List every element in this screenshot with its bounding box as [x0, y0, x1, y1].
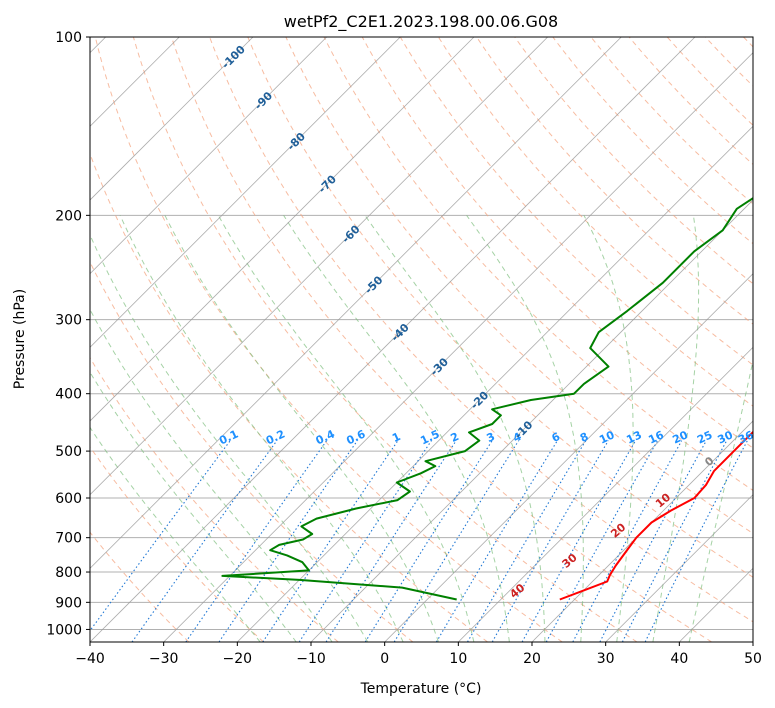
mixing-ratio-line [393, 440, 520, 642]
isotherm [90, 37, 548, 496]
mixing-ratio-line [325, 440, 457, 642]
y-tick-label: 1000 [46, 622, 82, 638]
x-tick-label: 0 [380, 651, 389, 667]
isotherm [605, 494, 753, 642]
dry-adiabat [90, 531, 190, 642]
mixing-ratio-line [521, 440, 637, 642]
isotherm [237, 125, 753, 642]
mixing-ratio-line [364, 440, 493, 642]
dry-adiabat [90, 152, 488, 642]
moist-adiabat [466, 215, 584, 642]
mixing-ratio-label: 25 [695, 428, 714, 446]
y-tick-label: 700 [55, 531, 82, 547]
plot-area: 0.1 0.2 0.4 0.6 1 1.5 2 3 4 6 8 10 13 16 20 25 30 36-100-… [90, 37, 756, 642]
dewpoint-line [221, 197, 753, 601]
plot-frame [89, 36, 754, 643]
moist-adiabat [90, 308, 333, 642]
moist-adiabat [119, 215, 404, 642]
x-tick-label: −10 [296, 651, 326, 667]
y-axis-label: Pressure (hPa) [12, 289, 28, 389]
moist-adiabat [583, 215, 634, 642]
mixing-ratio-line [644, 440, 748, 642]
x-tick-label: 20 [523, 651, 541, 667]
dry-adiabat [132, 37, 638, 642]
dry-adiabat [399, 37, 753, 407]
mixing-ratio-line [491, 440, 609, 642]
x-axis-ticks: −40 −30 −20 −10 0 10 20 30 40 50 [75, 642, 762, 667]
dry-adiabat [247, 37, 753, 578]
y-tick-label: 300 [55, 313, 82, 329]
isotherm [90, 37, 401, 348]
x-tick-label: −20 [223, 651, 253, 667]
moist-adiabats [90, 215, 753, 642]
isotherm [90, 37, 696, 642]
mixing-ratio-label: 13 [624, 428, 643, 446]
moist-adiabat [283, 215, 510, 642]
dry-adiabat [514, 37, 753, 285]
mixing-ratio-line [572, 440, 683, 642]
dry-adiabat [171, 37, 712, 642]
chart-title: wetPf2_C2E1.2023.198.00.06.G08 [284, 12, 558, 32]
y-tick-label: 500 [55, 444, 82, 460]
mixing-ratio-label: 16 [646, 428, 666, 446]
mixing-ratio-label: 30 [716, 428, 736, 446]
moist-adiabat [688, 358, 753, 642]
mixing-ratio-line [90, 440, 231, 632]
y-tick-label: 900 [55, 595, 82, 611]
dry-adiabats [90, 37, 753, 642]
y-tick-label: 200 [55, 208, 82, 224]
mixing-ratio-line [545, 440, 659, 642]
x-tick-label: 50 [744, 651, 762, 667]
moist-adiabat [90, 371, 297, 642]
mixing-ratio-line [467, 440, 587, 642]
temperature-line [559, 430, 753, 601]
dry-adiabat [90, 446, 264, 642]
x-tick-label: −40 [75, 651, 105, 667]
moist-adiabat [90, 426, 261, 642]
dry-adiabat [90, 356, 339, 642]
y-tick-label: 800 [55, 565, 82, 581]
mixing-ratio-line [185, 440, 328, 642]
y-axis-ticks: 100 200 300 400 500 600 700 800 900 1000 [46, 30, 90, 638]
x-tick-label: 40 [670, 651, 688, 667]
mixing-ratio-lines [90, 440, 748, 642]
mixing-ratio-label: 10 [597, 428, 617, 446]
y-tick-label: 400 [55, 387, 82, 403]
mixing-ratio-line [298, 440, 432, 642]
x-tick-label: −30 [149, 651, 179, 667]
isotherm [458, 346, 753, 642]
x-tick-label: 10 [449, 651, 467, 667]
isotherm [90, 37, 254, 201]
isotherm [90, 37, 622, 569]
isotherm [90, 37, 327, 275]
isotherm [163, 52, 753, 642]
mixing-ratio-line [435, 440, 558, 642]
isotherm [310, 199, 753, 642]
mixing-ratio-label: 20 [671, 428, 691, 446]
y-tick-label: 600 [55, 491, 82, 507]
profile-lines [221, 197, 753, 601]
dry-adiabat [94, 37, 563, 642]
isotherm [384, 273, 753, 642]
x-axis-label: Temperature (°C) [360, 681, 482, 697]
mixing-ratio-line [131, 440, 278, 642]
mixing-ratio-line [262, 440, 399, 642]
dry-adiabat [209, 37, 753, 623]
y-tick-label: 100 [55, 30, 82, 46]
pressure-grid [90, 37, 753, 630]
mixing-ratio-label: 36 [736, 428, 756, 446]
dry-adiabat [361, 37, 753, 449]
moist-adiabat [217, 215, 475, 642]
x-tick-label: 30 [597, 651, 615, 667]
isotherm [90, 37, 475, 422]
moist-adiabat [164, 215, 439, 642]
moist-adiabat [90, 233, 369, 642]
moist-adiabat [364, 215, 546, 642]
